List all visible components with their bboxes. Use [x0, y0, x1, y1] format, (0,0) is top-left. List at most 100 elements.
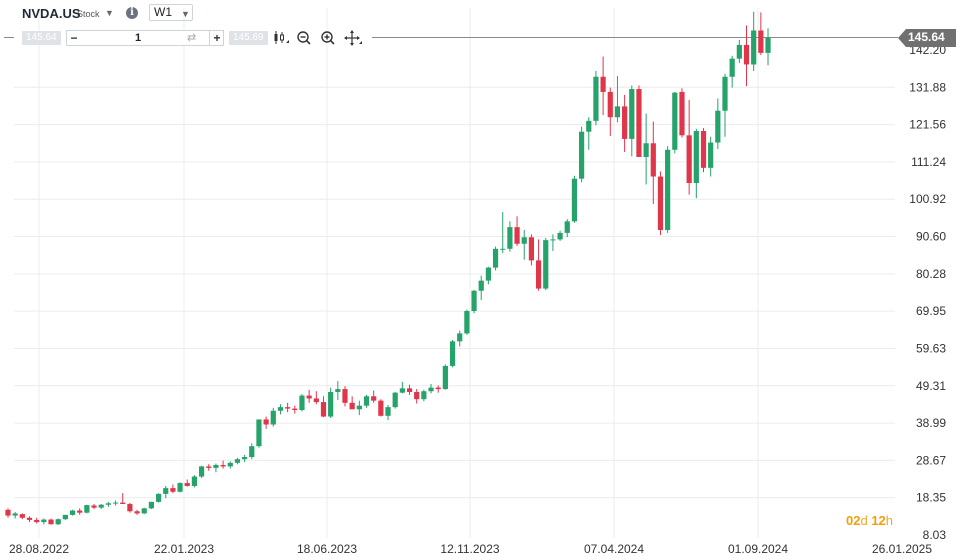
candle[interactable]: [170, 484, 176, 494]
candle[interactable]: [155, 493, 162, 503]
candle[interactable]: [729, 55, 735, 88]
candle[interactable]: [206, 464, 212, 471]
candle[interactable]: [586, 117, 592, 150]
candle[interactable]: [220, 460, 226, 469]
candle[interactable]: [385, 404, 391, 421]
candle[interactable]: [571, 175, 578, 223]
candle[interactable]: [299, 394, 305, 412]
candle[interactable]: [607, 87, 613, 137]
candle[interactable]: [34, 517, 40, 524]
candle[interactable]: [12, 511, 18, 519]
candle[interactable]: [105, 501, 111, 507]
candle[interactable]: [163, 485, 169, 499]
candle[interactable]: [55, 518, 61, 525]
candle[interactable]: [600, 56, 606, 116]
candle[interactable]: [449, 339, 456, 368]
candle[interactable]: [421, 389, 427, 402]
candlestick-type-icon[interactable]: [272, 30, 290, 46]
candle[interactable]: [614, 76, 621, 123]
candle[interactable]: [622, 94, 628, 152]
candle[interactable]: [306, 389, 312, 403]
candle[interactable]: [285, 402, 291, 413]
candle[interactable]: [514, 216, 520, 246]
candle[interactable]: [134, 509, 140, 515]
candle[interactable]: [5, 508, 11, 518]
candle[interactable]: [191, 475, 198, 488]
candle[interactable]: [234, 457, 241, 465]
timeframe-select[interactable]: W1 ▼: [149, 4, 193, 21]
candle[interactable]: [277, 404, 284, 415]
candle[interactable]: [69, 509, 76, 516]
candle[interactable]: [198, 465, 205, 478]
candle[interactable]: [758, 12, 764, 56]
symbol-dropdown-caret-icon[interactable]: ▼: [105, 8, 114, 18]
candle[interactable]: [751, 11, 757, 71]
candle[interactable]: [535, 239, 542, 291]
candle[interactable]: [543, 237, 549, 291]
candle[interactable]: [564, 219, 570, 238]
candle[interactable]: [442, 364, 448, 390]
candle[interactable]: [112, 500, 119, 506]
candle[interactable]: [708, 136, 714, 177]
candle[interactable]: [328, 387, 334, 418]
candle[interactable]: [77, 508, 83, 515]
candle[interactable]: [636, 85, 642, 157]
candle[interactable]: [256, 419, 262, 448]
quantity-plus-button[interactable]: +: [209, 31, 224, 45]
candle[interactable]: [371, 390, 377, 403]
zoom-in-icon[interactable]: [320, 30, 338, 46]
candle[interactable]: [62, 514, 68, 520]
quantity-minus-button[interactable]: −: [70, 31, 78, 45]
candle[interactable]: [686, 99, 692, 195]
candle[interactable]: [722, 73, 728, 137]
pan-move-icon[interactable]: [344, 30, 362, 46]
candle[interactable]: [26, 516, 33, 523]
candle[interactable]: [356, 400, 362, 416]
candle[interactable]: [500, 211, 506, 254]
candle[interactable]: [48, 518, 54, 525]
candle[interactable]: [363, 394, 370, 408]
candle[interactable]: [457, 330, 463, 347]
candle[interactable]: [435, 385, 441, 393]
candle[interactable]: [557, 230, 563, 241]
candle[interactable]: [270, 407, 276, 427]
candle[interactable]: [492, 246, 499, 271]
candle[interactable]: [91, 504, 97, 510]
candle[interactable]: [428, 384, 434, 394]
candle[interactable]: [550, 234, 556, 251]
candle[interactable]: [227, 461, 233, 469]
candle[interactable]: [98, 504, 104, 510]
candle[interactable]: [593, 70, 599, 126]
info-icon[interactable]: i: [126, 7, 138, 19]
candle[interactable]: [148, 501, 154, 510]
swap-icon[interactable]: ⇄: [187, 32, 197, 44]
candle[interactable]: [657, 171, 664, 236]
candle[interactable]: [464, 309, 470, 335]
candle[interactable]: [263, 416, 269, 429]
candle[interactable]: [406, 384, 413, 395]
candle[interactable]: [249, 443, 255, 460]
candle[interactable]: [342, 386, 348, 407]
buy-price[interactable]: 145.69: [229, 31, 268, 45]
candle[interactable]: [242, 454, 248, 463]
candle[interactable]: [41, 518, 47, 525]
candle[interactable]: [485, 266, 491, 285]
candle[interactable]: [693, 128, 699, 199]
candle[interactable]: [335, 381, 341, 400]
candle[interactable]: [507, 221, 513, 252]
candle[interactable]: [715, 98, 721, 150]
quantity-input[interactable]: 1: [134, 32, 142, 44]
candle[interactable]: [700, 128, 707, 173]
candle[interactable]: [672, 91, 678, 154]
candle[interactable]: [313, 391, 319, 405]
candle[interactable]: [320, 396, 327, 418]
candle[interactable]: [665, 146, 671, 233]
candle[interactable]: [528, 234, 535, 266]
candle[interactable]: [679, 88, 685, 138]
sell-price[interactable]: 145.64: [22, 31, 61, 45]
candle[interactable]: [643, 113, 649, 185]
candle[interactable]: [399, 381, 405, 394]
candle[interactable]: [414, 389, 420, 404]
candle[interactable]: [579, 126, 585, 183]
